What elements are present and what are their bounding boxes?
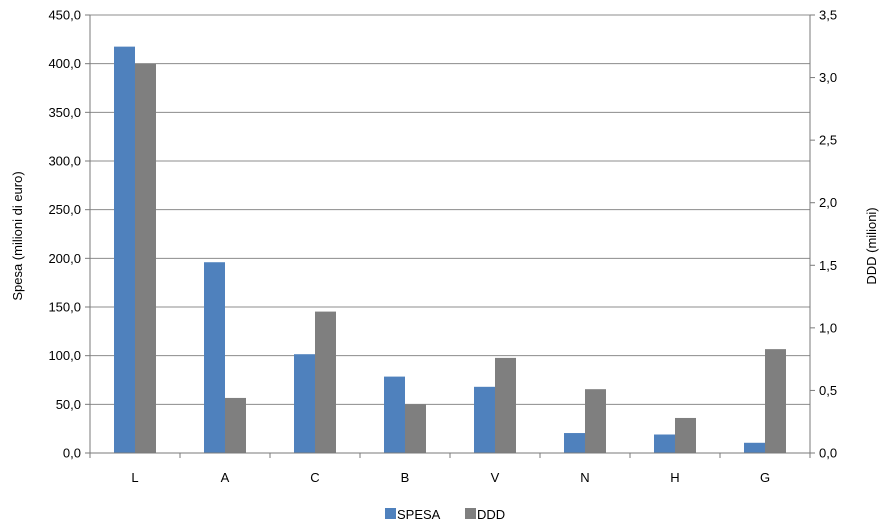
x-tick-label: V: [491, 470, 500, 485]
bar-spesa: [474, 386, 495, 453]
legend-label-spesa: SPESA: [397, 507, 441, 522]
bar-spesa: [384, 376, 405, 453]
axes: 0,0 50,0 100,0 150,0 200,0 250,0 300,0 350,0 400…: [48, 8, 837, 486]
y2-tick-label: 2,0: [819, 195, 837, 210]
y-tick-label: 350,0: [48, 105, 81, 120]
y2-tick-label: 0,5: [819, 383, 837, 398]
legend-swatch-spesa: [385, 508, 396, 519]
y2-axis-label: DDD (milioni): [864, 207, 879, 284]
y-tick-label: 400,0: [48, 56, 81, 71]
x-tick-label: C: [310, 470, 319, 485]
y-tick-label: 50,0: [56, 397, 81, 412]
bar-spesa: [294, 354, 315, 453]
x-tick-label: G: [760, 470, 770, 485]
bar-ddd: [225, 397, 246, 453]
y-tick-label: 200,0: [48, 251, 81, 266]
legend-swatch-ddd: [465, 508, 476, 519]
x-tick-label: N: [580, 470, 589, 485]
y2-tick-label: 3,5: [819, 8, 837, 23]
y-tick-label: 150,0: [48, 300, 81, 315]
bar-spesa: [654, 434, 675, 453]
y-tick-label: 300,0: [48, 154, 81, 169]
bar-spesa: [564, 433, 585, 453]
bar-spesa: [114, 46, 135, 454]
bars: [114, 46, 786, 454]
y-tick-label: 450,0: [48, 8, 81, 23]
x-tick-label: A: [221, 470, 230, 485]
x-tick-label: H: [670, 470, 679, 485]
bar-spesa: [744, 442, 765, 453]
legend-label-ddd: DDD: [477, 507, 505, 522]
y2-tick-label: 1,5: [819, 258, 837, 273]
y-tick-label: 0,0: [63, 446, 81, 461]
x-tick-label: B: [401, 470, 410, 485]
bar-ddd: [315, 311, 336, 453]
bar-ddd: [765, 349, 786, 453]
bar-ddd: [585, 389, 606, 453]
y2-tick-label: 3,0: [819, 70, 837, 85]
bar-ddd: [405, 404, 426, 453]
bar-ddd: [135, 63, 156, 453]
x-tick-label: L: [131, 470, 138, 485]
y2-tick-label: 1,0: [819, 320, 837, 335]
y2-tick-label: 0,0: [819, 446, 837, 461]
bar-spesa: [204, 262, 225, 453]
y-axis-label: Spesa (milioni di euro): [10, 171, 25, 300]
y2-tick-label: 2,5: [819, 133, 837, 148]
bar-ddd: [675, 417, 696, 453]
y-tick-label: 250,0: [48, 202, 81, 217]
y-tick-label: 100,0: [48, 348, 81, 363]
bar-ddd: [495, 357, 516, 453]
legend: SPESA DDD: [385, 507, 505, 522]
gridlines: [90, 14, 810, 405]
